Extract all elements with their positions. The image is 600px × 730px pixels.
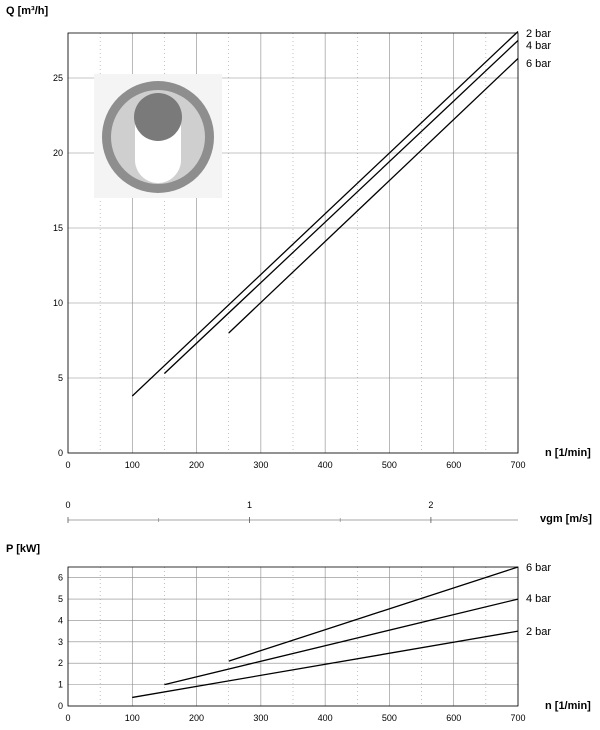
flow-rate-y-tick-label: 25 <box>53 73 63 83</box>
power-series-label: 6 bar <box>526 562 551 574</box>
power-x-tick-label: 600 <box>446 713 461 723</box>
power-series-line <box>132 630 519 699</box>
flow-rate-frame <box>67 32 519 454</box>
power-series-line <box>164 598 519 686</box>
flow-rate-y-tick-label: 5 <box>58 373 63 383</box>
power-x-axis-title: n [1/min] <box>545 700 591 712</box>
flow-rate-x-tick-label: 600 <box>446 460 461 470</box>
flow-rate-x-tick-label: 200 <box>189 460 204 470</box>
flow-rate-y-ticks: 0 5 10 15 20 25 <box>53 73 63 458</box>
velocity-axis-title: vgm [m/s] <box>540 513 592 525</box>
power-series-label: 2 bar <box>526 626 551 638</box>
velocity-axis: 0 1 2 vgm [m/s] <box>65 500 592 525</box>
flow-rate-x-tick-label: 400 <box>318 460 333 470</box>
flow-rate-series-line <box>163 40 519 374</box>
power-y-tick-label: 6 <box>58 573 63 583</box>
power-series <box>132 566 519 699</box>
flow-rate-series-label: 2 bar <box>526 28 551 40</box>
flow-rate-x-tick-label: 300 <box>253 460 268 470</box>
flow-rate-y-tick-label: 0 <box>58 448 63 458</box>
velocity-tick-label: 0 <box>65 500 70 510</box>
flow-rate-x-tick-label: 500 <box>382 460 397 470</box>
velocity-axis-ticks: 0 1 2 <box>65 500 518 523</box>
power-y-tick-label: 2 <box>58 658 63 668</box>
flow-rate-x-tick-label: 700 <box>510 460 525 470</box>
power-frame <box>67 566 519 707</box>
flow-rate-series-line <box>131 31 519 397</box>
power-x-tick-label: 700 <box>510 713 525 723</box>
flow-rate-y-tick-label: 15 <box>53 223 63 233</box>
flow-rate-series-label: 4 bar <box>526 40 551 52</box>
power-y-tick-label: 4 <box>58 615 63 625</box>
flow-rate-x-tick-label: 0 <box>65 460 70 470</box>
flow-rate-series-label: 6 bar <box>526 58 551 70</box>
power-x-tick-label: 500 <box>382 713 397 723</box>
power-x-tick-label: 400 <box>318 713 333 723</box>
power-series-labels: 6 bar 4 bar 2 bar <box>526 562 551 638</box>
power-series-line <box>228 566 519 662</box>
power-series-label: 4 bar <box>526 593 551 605</box>
power-x-tick-label: 100 <box>125 713 140 723</box>
flow-rate-chart: 0 100 200 300 400 500 600 700 0 5 10 15 20 25 2 bar4… <box>6 5 591 470</box>
velocity-tick-label: 2 <box>428 500 433 510</box>
power-x-tick-label: 300 <box>253 713 268 723</box>
pump-cross-section-icon <box>94 74 222 198</box>
flow-rate-x-ticks: 0 100 200 300 400 500 600 700 <box>65 460 525 470</box>
power-grid <box>67 566 519 707</box>
power-y-ticks: 0 1 2 3 4 5 6 <box>58 573 63 711</box>
flow-rate-y-axis-title: Q [m³/h] <box>6 5 48 17</box>
power-y-axis-title: P [kW] <box>6 543 40 555</box>
power-y-tick-label: 0 <box>58 701 63 711</box>
flow-rate-x-axis-title: n [1/min] <box>545 447 591 459</box>
power-y-tick-label: 1 <box>58 680 63 690</box>
power-x-tick-label: 0 <box>65 713 70 723</box>
power-x-ticks: 0 100 200 300 400 500 600 700 <box>65 713 525 723</box>
velocity-tick-label: 1 <box>247 500 252 510</box>
power-y-tick-label: 5 <box>58 594 63 604</box>
power-x-tick-label: 200 <box>189 713 204 723</box>
power-chart: 0 100 200 300 400 500 600 700 0 1 2 3 4 5 6 6 bar 4 ba… <box>6 543 591 723</box>
flow-rate-x-tick-label: 100 <box>125 460 140 470</box>
flow-rate-y-tick-label: 10 <box>53 298 63 308</box>
flow-rate-series <box>131 31 519 397</box>
flow-rate-grid <box>67 32 519 454</box>
power-y-tick-label: 3 <box>58 637 63 647</box>
flow-rate-series-line <box>228 58 519 334</box>
flow-rate-y-tick-label: 20 <box>53 148 63 158</box>
